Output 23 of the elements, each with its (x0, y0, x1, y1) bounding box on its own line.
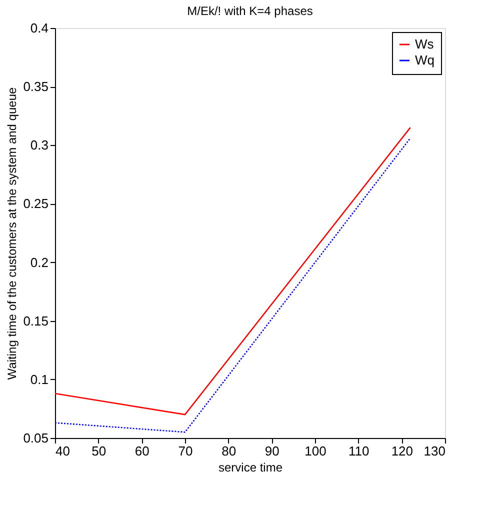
y-tick-label: 0.35 (23, 79, 48, 94)
x-tick-label: 100 (304, 444, 326, 458)
chart-title: M/Ek/! with K=4 phases (187, 4, 313, 18)
y-tick-label: 0.3 (30, 138, 48, 153)
y-axis-title: Waiting time of the customers at the system and queue (5, 86, 20, 380)
x-tick-label: 80 (222, 444, 236, 458)
x-tick-label: 110 (348, 444, 370, 458)
y-tick-label: 0.05 (23, 430, 48, 446)
y-tick-label: 0.1 (30, 372, 48, 387)
legend-label: Wq (415, 52, 434, 68)
x-tick-label: 50 (92, 444, 106, 458)
y-tick-label: 0.15 (23, 313, 48, 328)
y-tick-label: 0.25 (23, 196, 48, 212)
x-tick-label: 90 (264, 444, 280, 458)
x-tick-label: 120 (391, 444, 414, 458)
x-tick-label: 70 (178, 444, 193, 458)
x-tick-label: 60 (134, 444, 150, 458)
y-tick-label: 0.2 (30, 254, 48, 270)
legend-label: Ws (415, 36, 434, 52)
x-tick-label: 130 (424, 444, 446, 458)
y-tick-label: 0.4 (30, 20, 48, 36)
x-axis-title: service time (218, 460, 283, 474)
x-tick-label: 40 (56, 444, 70, 458)
